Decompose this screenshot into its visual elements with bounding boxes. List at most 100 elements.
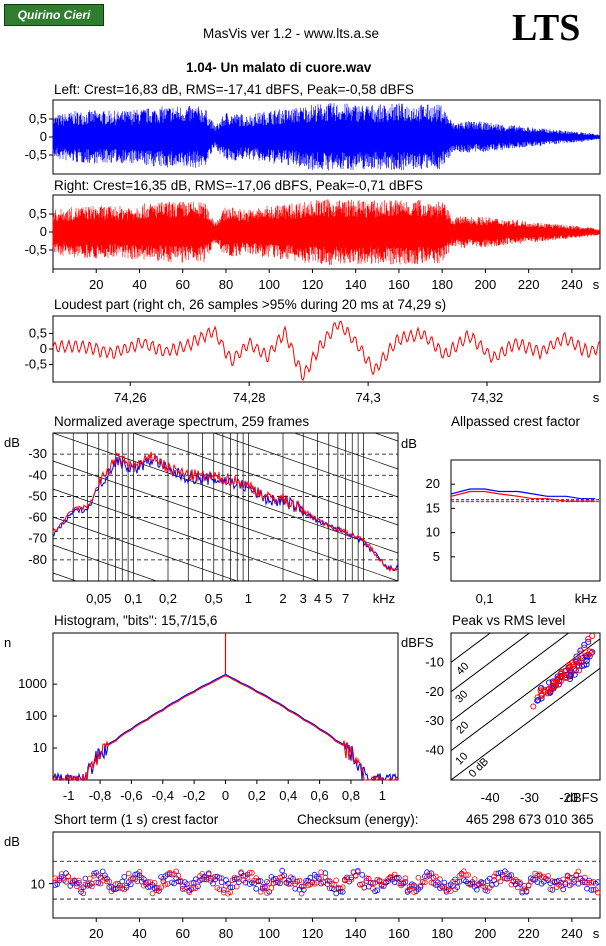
pvr-right-point-7	[577, 650, 584, 657]
shortcrest-left-point-44	[145, 884, 151, 890]
shortcrest-right-point-243	[575, 868, 582, 875]
spectrum-xtick-label-0: 0,05	[86, 591, 111, 606]
shortcrest-right-point-47	[151, 879, 158, 886]
crest-xtick-label-1: 1	[529, 591, 536, 606]
pvr-right-point-10	[589, 632, 596, 639]
histogram-xtick-label-7: 0,4	[279, 788, 297, 803]
pvr-right-point-8	[581, 644, 588, 651]
shortcrest-left-point-80	[223, 877, 229, 883]
histogram-xtick-label-1: -0,8	[89, 788, 111, 803]
shortcrest-xtick-label-5: 120	[302, 926, 324, 941]
spectrum-ytick-label-0: -30	[28, 446, 47, 461]
histogram-ytick-label-0: 1000	[18, 676, 47, 691]
shortcrest-right-point-209	[502, 875, 508, 882]
shortcrest-left-point-105	[277, 880, 283, 887]
shortcrest-left-point-83	[229, 884, 236, 891]
shortcrest-right-point-39	[134, 878, 141, 885]
crest-ytick-label-1: 15	[426, 500, 440, 515]
pvr-right-point-0	[530, 703, 537, 710]
shortcrest-right-point-134	[339, 884, 346, 890]
spectrum-title: Normalized average spectrum, 259 frames	[54, 414, 310, 429]
shortcrest-right-point-252	[594, 889, 601, 896]
shortcrest-xtick-label-6: 140	[345, 926, 367, 941]
spectrum-xtick-label-2: 0,2	[159, 591, 177, 606]
shortcrest-right-point-44	[145, 879, 151, 885]
shortcrest-right-point-229	[545, 872, 551, 879]
shortcrest-left-point-231	[549, 887, 556, 893]
shortcrest-left-point-133	[337, 888, 344, 895]
spectrum-ytick-label-4: -70	[28, 531, 47, 546]
pvr-diagonals	[451, 633, 600, 780]
pvr-left-cloud-14	[571, 671, 578, 678]
spectrum-slope-9	[53, 460, 398, 581]
shortcrest-left-point-181	[441, 879, 448, 886]
shortcrest-right-point-72	[205, 871, 212, 878]
shortcrest-ylabel: dB	[4, 834, 20, 849]
shortcrest-left-point-126	[322, 870, 329, 876]
shortcrest-right-point-219	[523, 888, 530, 894]
spectrum-xunit: kHz	[373, 591, 395, 606]
shortcrest-left-point-205	[493, 881, 500, 887]
spectrum-ytick-label-1: -40	[28, 467, 47, 482]
shortcrest-right-point-26	[106, 878, 112, 885]
shortcrest-left-point-119	[307, 874, 314, 881]
pvr-right-cloud-16	[570, 661, 577, 668]
pvr-left-point-9	[585, 638, 592, 645]
right-waveform-xtick-label-7: 160	[388, 277, 410, 292]
shortcrest-right-point-175	[428, 879, 435, 886]
shortcrest-right-point-237	[562, 879, 569, 886]
shortcrest-frame	[52, 831, 601, 919]
shortcrest-left-point-249	[588, 887, 595, 893]
shortcrest-right-point-192	[465, 872, 471, 878]
track-title: 1.04- Un malato di cuore.wav	[186, 60, 372, 75]
shortcrest-left-point-78	[218, 879, 225, 886]
shortcrest-right-point-245	[579, 879, 586, 886]
shortcrest-right-point-130	[331, 882, 337, 888]
shortcrest-xtick-label-8: 180	[431, 926, 453, 941]
shortcrest-left-point-212	[508, 872, 515, 878]
crest-xtick-label-0: 0,1	[476, 591, 494, 606]
spectrum-slope-8	[53, 433, 398, 554]
pvr-right-cloud-27	[544, 690, 552, 697]
histogram-xtick-label-5: 0	[222, 788, 229, 803]
shortcrest-right-point-222	[530, 876, 536, 883]
spectrum-series-red	[52, 451, 399, 573]
spectrum-xtick-label-6: 3	[300, 591, 307, 606]
shortcrest-left-point-187	[454, 884, 461, 890]
shortcrest-left-point-77	[216, 875, 223, 881]
loudest-ytick-label-2: -0,5	[25, 357, 47, 372]
shortcrest-right-point-40	[136, 868, 143, 875]
pvr-right-cloud-37	[588, 650, 595, 657]
histogram-title: Histogram, "bits": 15,7/15,6	[54, 613, 218, 628]
right-waveform-xtick-label-0: 20	[89, 277, 103, 292]
right-waveform-signal	[52, 199, 600, 265]
shortcrest-xtick-label-0: 20	[89, 926, 103, 941]
spectrum-xtick-label-7: 4	[314, 591, 321, 606]
shortcrest-ytick-label-0: 10	[31, 877, 45, 892]
shortcrest-left-point-250	[590, 886, 597, 893]
pvr-left-point-7	[577, 647, 584, 654]
loudest-xunit: s	[593, 390, 600, 405]
shortcrest-left-point-33	[121, 874, 128, 880]
spectrum-xtick-label-4: 1	[245, 591, 252, 606]
shortcrest-left-point-252	[594, 879, 601, 885]
shortcrest-right-point-172	[422, 879, 428, 886]
shortcrest-right-point-207	[497, 878, 504, 885]
pvr-right-cloud-22	[557, 670, 564, 677]
shortcrest-right-point-123	[316, 874, 322, 881]
shortcrest-right-point-138	[348, 876, 355, 883]
left-waveform-ytick-label-2: -0,5	[25, 147, 47, 162]
shortcrest-right-point-145	[363, 875, 370, 881]
spectrum-xtick-label-1: 0,1	[124, 591, 142, 606]
lts-logo: LTS	[512, 7, 581, 49]
pvr-diagonal-label-3: 10	[453, 750, 470, 767]
crest-ytick-label-2: 10	[426, 525, 440, 540]
spectrum-slope-11	[53, 516, 239, 581]
shortcrest-right-point-25	[104, 878, 110, 885]
peak-vs-rms-title: Peak vs RMS level	[452, 613, 566, 628]
shortcrest-left-point-196	[473, 886, 480, 893]
shortcrest-left-point-143	[359, 872, 366, 878]
spectrum-slope-6	[212, 433, 398, 498]
shortcrest-right-point-7	[65, 873, 71, 880]
spectrum-xtick-label-3: 0,5	[205, 591, 223, 606]
